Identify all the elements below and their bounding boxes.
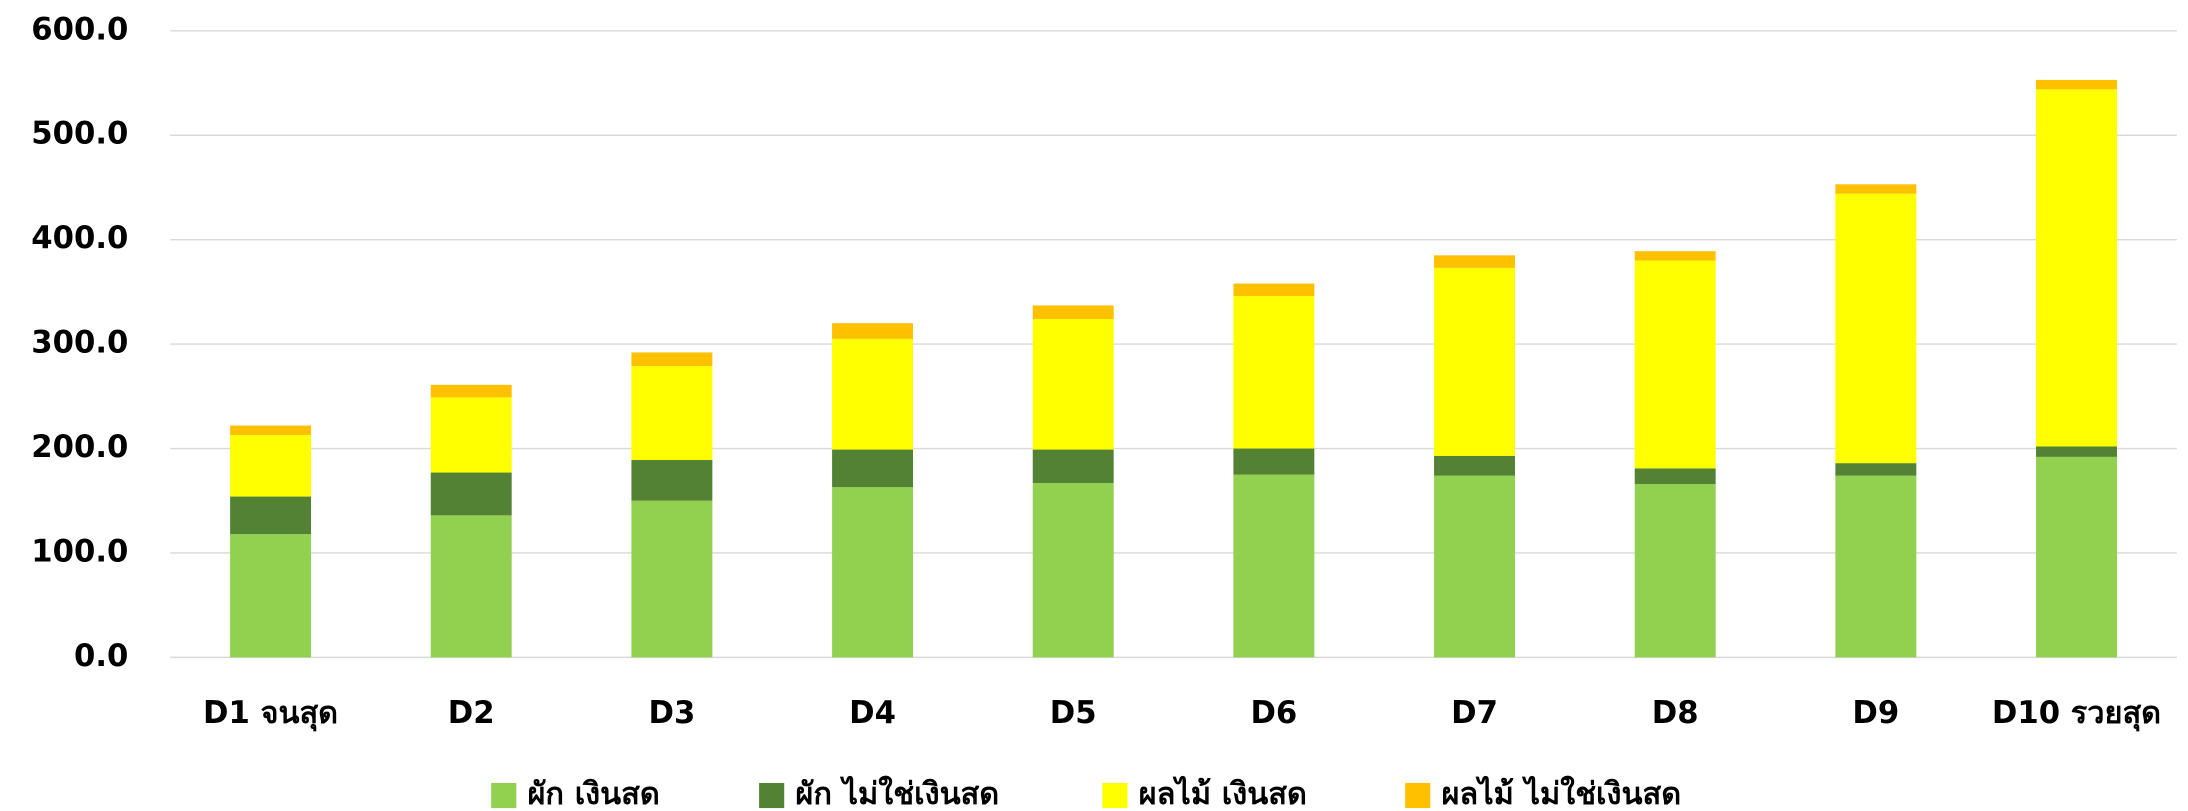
legend-swatch [1405,782,1431,809]
x-tick-label: D1 จนสุด [203,696,338,732]
bar-segment [430,397,512,473]
bar-segment [1032,482,1114,658]
bar-segment [631,352,713,367]
bar-segment [1434,267,1515,456]
x-tick-label: D4 [849,696,896,731]
y-tick-label: 200.0 [31,430,128,465]
y-tick-label: 400.0 [31,221,128,256]
bar-segment [1032,449,1114,483]
bar-segment [1634,468,1716,485]
legend-label: ผลไม้ ไม่ใช่เงินสด [1441,775,1681,811]
y-tick-label: 300.0 [31,326,128,361]
x-tick-label: D3 [648,696,695,731]
bar-segment [1835,193,1917,464]
x-tick-label: D10 รวยสุด [1992,696,2161,732]
bar-segment [2036,89,2117,447]
bar-segment [1835,463,1917,476]
bar-segment [2036,446,2117,457]
bar-segment [1634,251,1716,261]
x-tick-label: D9 [1852,696,1899,731]
bar-segment [430,472,512,516]
y-tick-label: 600.0 [31,12,128,47]
bar-segment [1233,283,1315,297]
bar-segment [832,449,914,488]
bar-segment [1434,255,1515,268]
bar-segment [230,425,312,435]
bar-segment [2036,456,2117,658]
legend-label: ผัก เงินสด [527,777,659,811]
x-tick-label: D8 [1652,696,1699,731]
bar-segment [230,534,312,658]
bar-segment [230,496,312,535]
x-tick-label: D7 [1451,696,1498,731]
bar-segment [631,460,713,501]
bar-segment [832,487,914,658]
bar-segment [230,434,312,497]
legend-label: ผัก ไม่ใช่เงินสด [795,775,999,811]
y-tick-label: 500.0 [31,117,128,152]
x-tick-label: D2 [448,696,495,731]
bar-segment [1634,484,1716,658]
bar-segment [1434,475,1515,658]
y-tick-label: 100.0 [31,534,128,569]
bar-segment [1032,319,1114,450]
bar-segment [430,515,512,658]
bar-segment [1835,475,1917,658]
bar-segment [1233,474,1315,658]
legend-swatch [1102,782,1128,809]
bar-segment [2036,79,2117,90]
legend-swatch [759,782,785,809]
y-tick-label: 0.0 [74,639,128,674]
bar-segment [1233,448,1315,475]
x-tick-label: D5 [1050,696,1097,731]
bar-segment [832,338,914,450]
legend-label: ผลไม้ เงินสด [1139,775,1307,811]
bar-segment [631,500,713,658]
bar-segment [1233,296,1315,449]
bar-segment [1835,184,1917,194]
bar-segment [1434,455,1515,476]
x-tick-label: D6 [1250,696,1297,731]
bar-segment [832,323,914,339]
legend-swatch [491,782,517,809]
bar-segment [631,366,713,461]
bar-segment [1634,260,1716,469]
bar-segment [430,384,512,398]
bar-segment [1032,305,1114,320]
